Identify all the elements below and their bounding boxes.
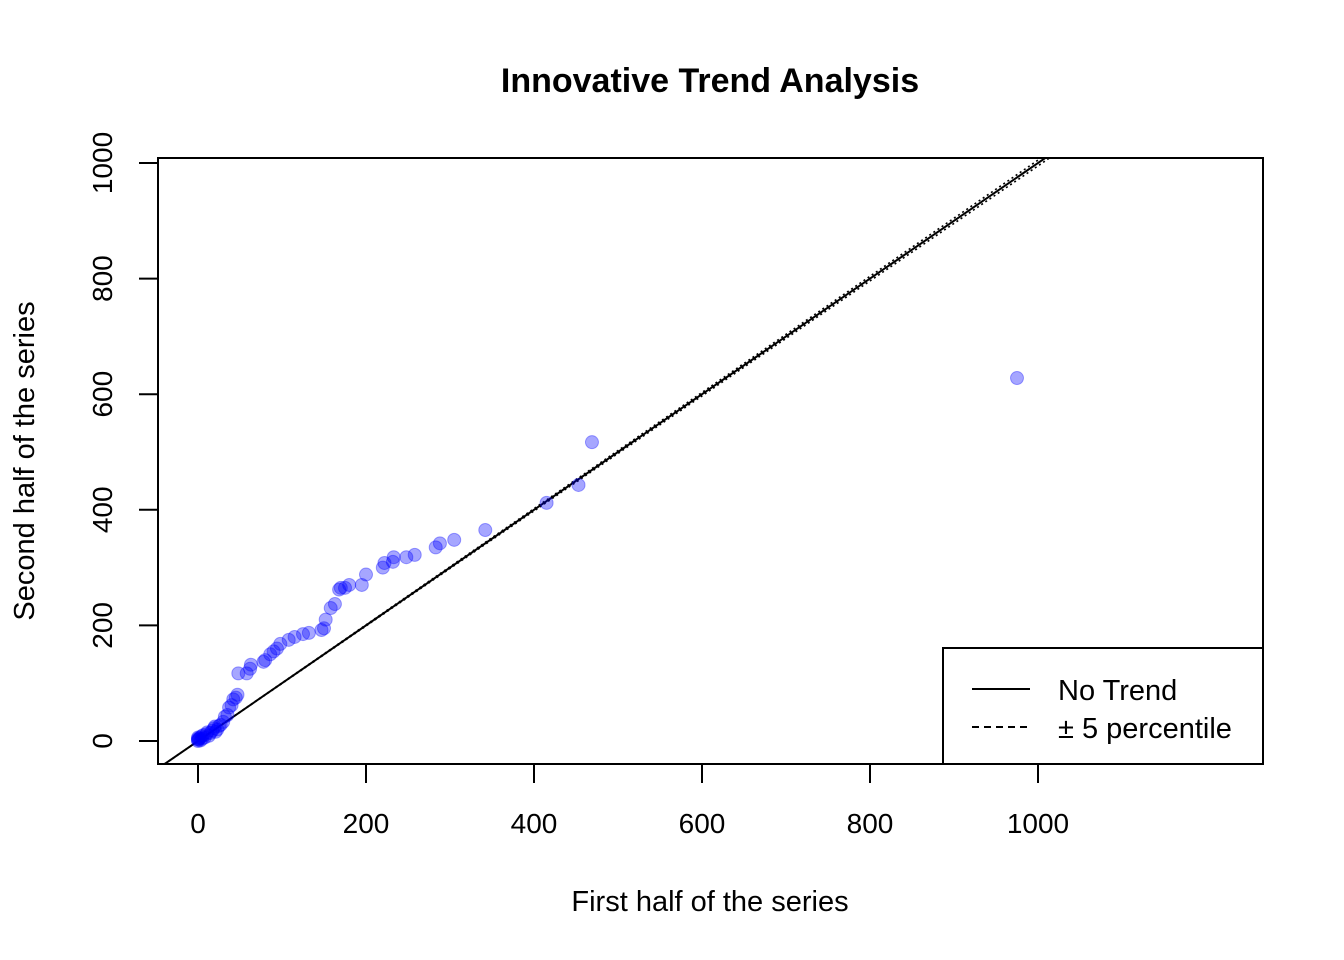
data-point: [193, 733, 208, 748]
x-tick-label: 400: [511, 808, 558, 839]
x-tick-label: 800: [847, 808, 894, 839]
data-point: [206, 721, 221, 736]
y-axis: 0 200 400 600 800 1000: [87, 132, 159, 749]
data-point: [194, 729, 209, 744]
data-point: [332, 582, 347, 597]
data-point: [342, 577, 357, 592]
data-point: [333, 580, 348, 595]
data-point: [287, 629, 302, 644]
x-tick-label: 0: [190, 808, 206, 839]
data-point: [317, 621, 331, 636]
data-point: [220, 707, 235, 722]
data-point: [192, 731, 207, 746]
legend: No Trend ± 5 percentile: [942, 647, 1264, 765]
data-point: [338, 580, 352, 595]
x-axis-label: First half of the series: [571, 886, 848, 918]
data-point: [212, 718, 226, 733]
data-point: [208, 724, 223, 739]
data-point: [191, 732, 206, 747]
scatter-points: [191, 371, 1024, 748]
data-point: [478, 523, 493, 538]
legend-percentile-label: ± 5 percentile: [1058, 713, 1232, 745]
data-point: [407, 547, 422, 562]
data-point: [216, 714, 231, 729]
data-point: [228, 690, 243, 705]
data-point: [399, 550, 414, 565]
data-point: [201, 728, 216, 743]
data-point: [197, 730, 212, 745]
y-tick-label: 600: [87, 371, 118, 418]
data-point: [196, 728, 211, 743]
data-point: [1010, 371, 1024, 386]
data-point: [323, 601, 338, 616]
data-point: [231, 666, 246, 681]
chart-title: Innovative Trend Analysis: [501, 62, 919, 100]
data-point: [213, 717, 228, 732]
data-point: [203, 725, 218, 740]
data-point: [191, 732, 205, 747]
data-point: [281, 632, 296, 647]
data-point: [226, 692, 241, 707]
data-point: [354, 577, 369, 592]
data-point: [258, 653, 273, 668]
y-tick-label: 0: [87, 733, 118, 749]
data-point: [239, 666, 254, 681]
data-point: [318, 612, 333, 627]
data-point: [222, 700, 237, 715]
data-point: [243, 661, 258, 676]
data-point: [256, 654, 271, 669]
data-point: [314, 623, 329, 638]
data-point: [301, 625, 316, 640]
data-point: [200, 725, 215, 740]
data-point: [584, 435, 599, 450]
trend-lines: [163, 158, 1051, 764]
x-tick-label: 600: [679, 808, 726, 839]
data-point: [210, 722, 225, 737]
data-point: [269, 641, 284, 656]
data-point: [428, 540, 443, 555]
data-point: [386, 550, 401, 565]
data-point: [539, 495, 554, 510]
data-point: [199, 727, 214, 742]
x-axis: 0 200 400 600 800 1000: [190, 763, 1069, 839]
data-point: [217, 709, 232, 724]
data-point: [243, 657, 258, 672]
data-point: [385, 554, 400, 569]
y-tick-label: 800: [87, 255, 118, 302]
y-tick-label: 400: [87, 486, 118, 533]
data-point: [224, 698, 239, 713]
legend-no-trend-label: No Trend: [1058, 675, 1177, 707]
x-tick-label: 200: [343, 808, 390, 839]
data-point: [359, 567, 373, 582]
y-axis-label: Second half of the series: [9, 301, 41, 620]
lower-5-percentile-line: [163, 158, 1051, 764]
data-point: [327, 597, 342, 612]
no-trend-line: [163, 158, 1048, 764]
data-point: [230, 687, 245, 702]
data-point: [263, 647, 278, 662]
data-point: [296, 627, 310, 642]
data-point: [205, 723, 220, 738]
y-tick-label: 200: [87, 602, 118, 649]
data-point: [191, 730, 205, 745]
data-point: [195, 731, 210, 746]
x-tick-label: 1000: [1007, 808, 1069, 839]
data-point: [207, 719, 222, 734]
data-point: [377, 555, 392, 570]
y-tick-label: 1000: [87, 132, 118, 194]
legend-box: [942, 647, 1264, 765]
data-point: [266, 644, 281, 659]
data-point: [432, 536, 447, 551]
data-point: [191, 734, 205, 748]
data-point: [273, 636, 288, 651]
data-point: [191, 731, 205, 746]
data-point: [375, 560, 390, 575]
data-point: [447, 532, 462, 547]
data-point: [571, 477, 586, 492]
